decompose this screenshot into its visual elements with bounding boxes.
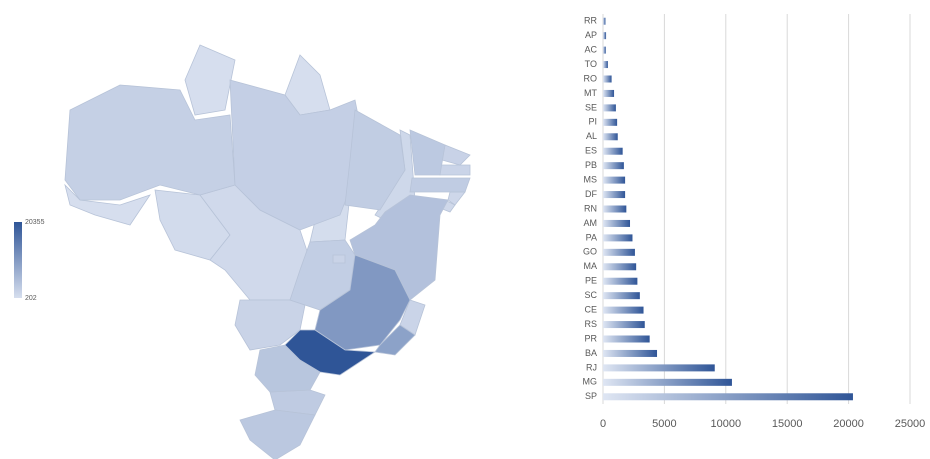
state-region — [441, 144, 471, 166]
bar — [603, 75, 612, 83]
state-region — [409, 129, 446, 176]
y-tick-label: MG — [583, 377, 598, 387]
y-tick-label: BA — [585, 348, 597, 358]
y-tick-label: ES — [585, 146, 597, 156]
y-tick-label: RR — [584, 16, 597, 26]
state-region — [374, 324, 416, 356]
legend-label: 202 — [25, 295, 37, 302]
bar — [603, 162, 624, 170]
state-region — [64, 183, 151, 226]
x-tick-label: 5000 — [652, 418, 676, 430]
y-tick-label: AM — [584, 218, 598, 228]
map: 20355 202 — [14, 44, 471, 459]
bar — [603, 205, 627, 213]
bar — [603, 364, 715, 372]
y-tick-label: RJ — [586, 362, 597, 372]
bar — [603, 378, 732, 386]
y-tick-label: TO — [585, 59, 597, 69]
bar — [603, 277, 638, 285]
x-tick-label: 10000 — [711, 418, 742, 430]
y-tick-label: PR — [584, 333, 597, 343]
y-tick-label: PE — [585, 276, 597, 286]
bar — [603, 46, 606, 54]
y-tick-label: SC — [584, 290, 597, 300]
bar — [603, 248, 635, 256]
bar — [603, 89, 615, 97]
bar — [603, 118, 618, 126]
bar — [603, 147, 623, 155]
state-region — [409, 177, 471, 193]
bar — [603, 234, 633, 242]
y-tick-label: RS — [584, 319, 597, 329]
bar — [603, 393, 853, 401]
state-region — [184, 44, 236, 116]
x-tick-label: 25000 — [895, 418, 926, 430]
y-tick-label: AP — [585, 30, 597, 40]
y-tick-label: GO — [583, 247, 597, 257]
bar — [603, 263, 637, 271]
bar — [603, 321, 645, 329]
y-tick-label: DF — [585, 189, 597, 199]
y-tick-label: PB — [585, 160, 597, 170]
y-tick-label: AC — [584, 44, 597, 54]
y-tick-label: AL — [586, 131, 597, 141]
bar — [603, 32, 607, 40]
y-tick-label: SE — [585, 102, 597, 112]
bar — [603, 104, 616, 112]
y-tick-label: RN — [584, 203, 597, 213]
y-tick-label: SP — [585, 391, 597, 401]
y-tick-label: PI — [588, 117, 597, 127]
legend-label: 20355 — [25, 219, 45, 226]
state-region — [284, 329, 377, 376]
bar-chart: 0 5000 10000 15000 20000 25000 RR AP AC TO RO MT SE P… — [583, 14, 926, 430]
bar — [603, 219, 631, 227]
color-legend — [14, 222, 22, 298]
bar — [603, 335, 650, 343]
y-tick-label: MA — [584, 261, 598, 271]
bar — [603, 133, 618, 141]
x-tick-label: 0 — [600, 418, 606, 430]
y-tick-label: RO — [584, 73, 598, 83]
x-tick-label: 15000 — [772, 418, 803, 430]
state-region — [239, 409, 316, 459]
bar — [603, 191, 626, 199]
y-tick-label: PA — [586, 232, 597, 242]
state-region — [332, 254, 346, 264]
bar — [603, 17, 606, 25]
y-tick-label: MT — [584, 88, 597, 98]
state-region — [64, 84, 236, 201]
bar — [603, 292, 640, 300]
x-tick-label: 20000 — [833, 418, 864, 430]
bar — [603, 61, 608, 69]
bar — [603, 349, 658, 357]
bar — [603, 306, 644, 314]
state-region — [344, 109, 406, 211]
state-region — [439, 164, 471, 176]
y-tick-label: CE — [584, 304, 597, 314]
y-tick-label: MS — [584, 174, 598, 184]
bar — [603, 176, 626, 184]
